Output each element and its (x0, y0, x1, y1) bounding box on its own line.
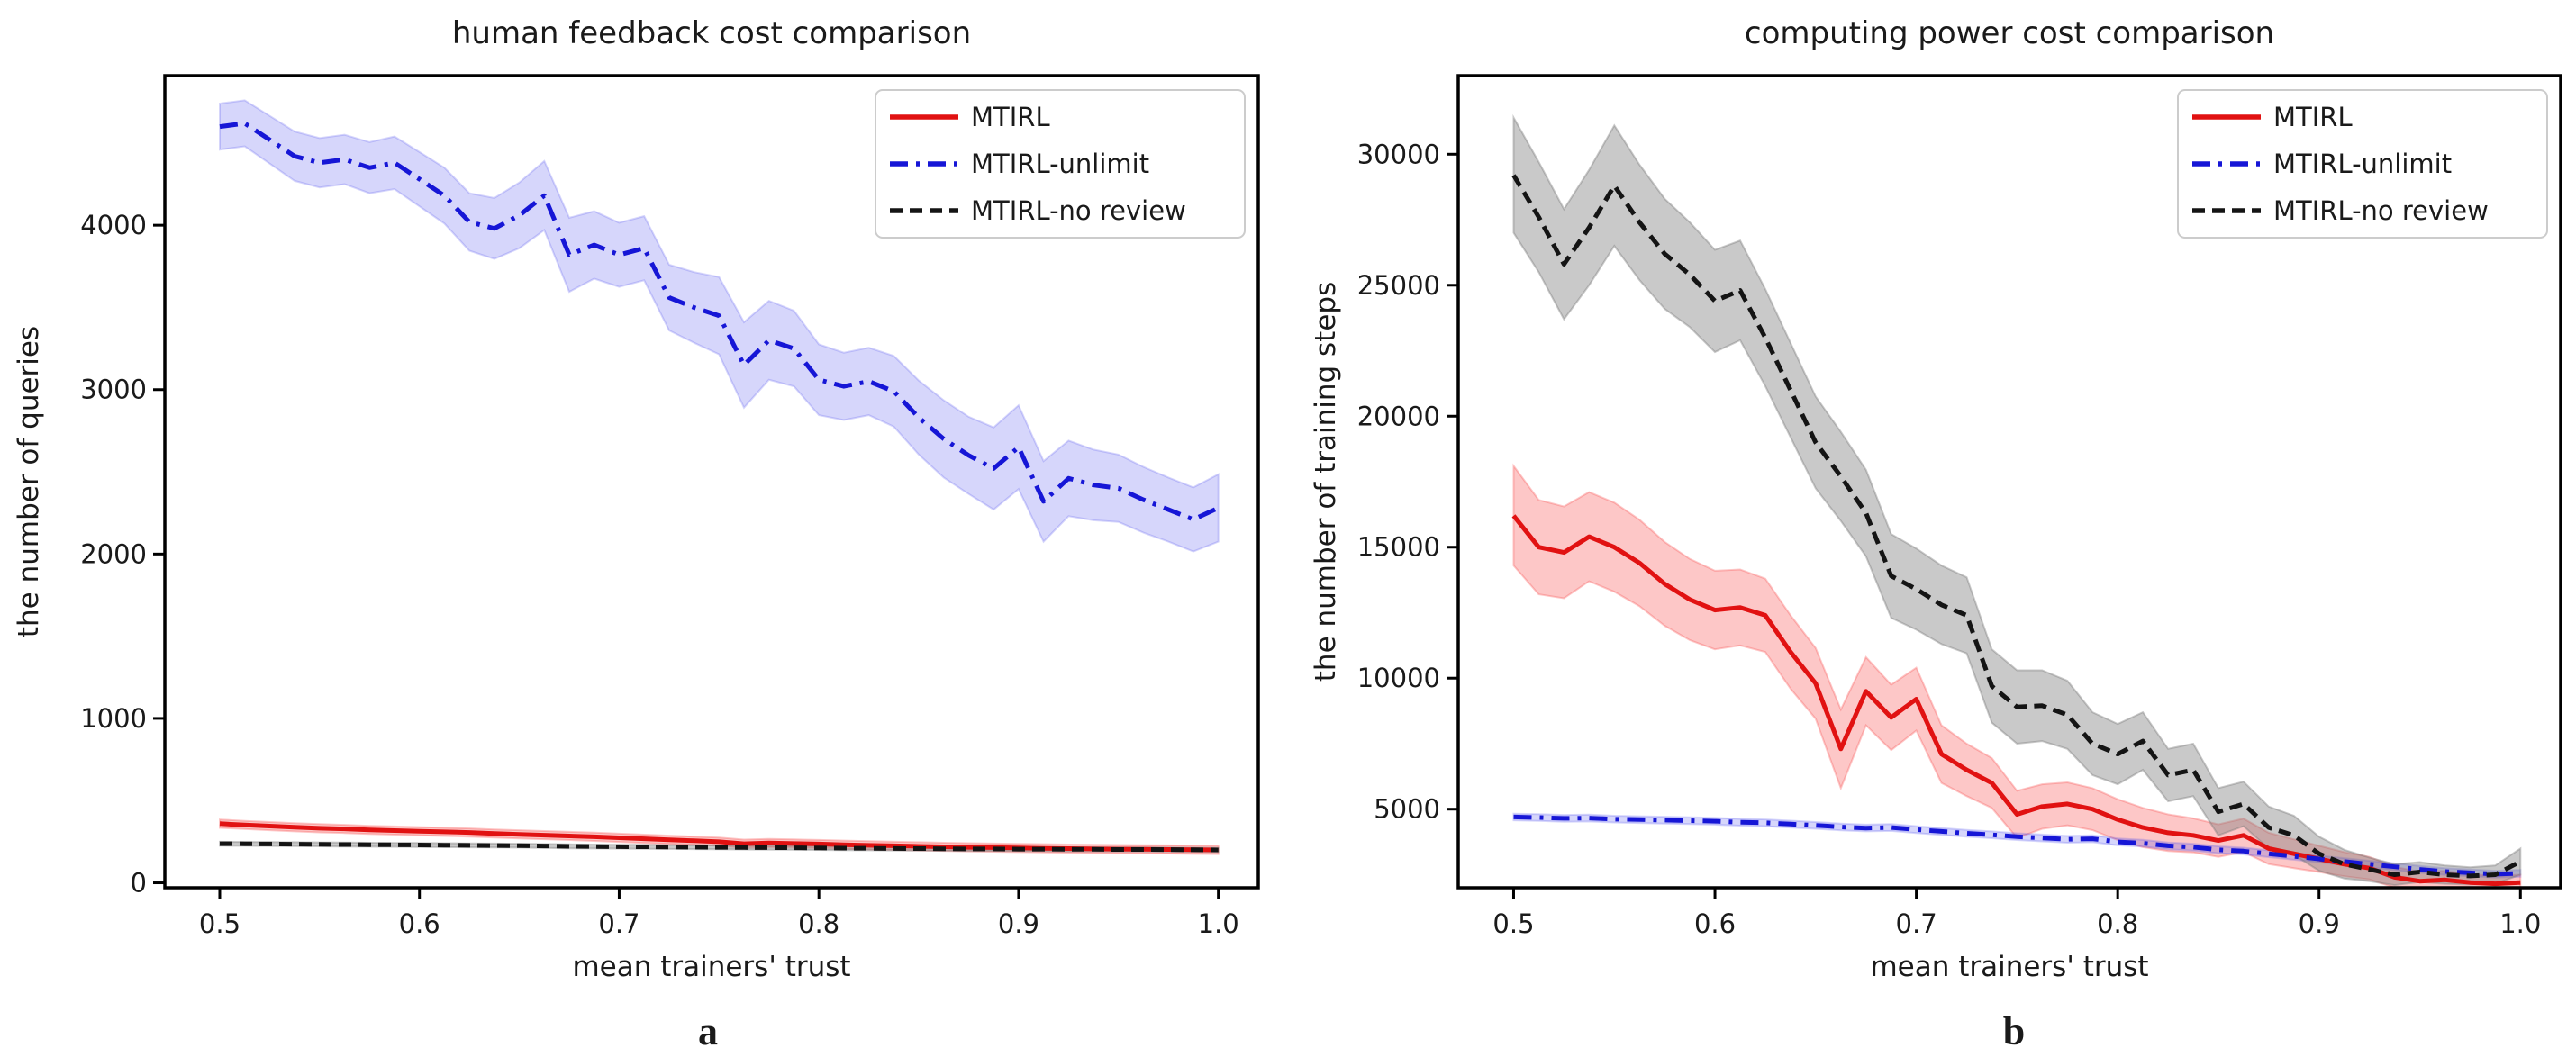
line-MTIRL-unlimit (1513, 814, 2521, 877)
panel-b-plot: 0.5 0.6 0.7 0.8 0.9 1.0 5000 10000 15000 20000 250… (1357, 74, 2562, 939)
legend-entry-label: MTIRL (2273, 102, 2353, 132)
legend-entry-label: MTIRL (971, 102, 1050, 132)
plot-area (219, 99, 1220, 855)
y-tick-label: 0 (131, 868, 147, 899)
band-MTIRL (1512, 463, 2522, 888)
panel-b-title: computing power cost comparison (1745, 15, 2274, 51)
x-tick-label: 0.5 (199, 908, 240, 939)
legend: MTIRL MTIRL-unlimit MTIRL-no review (2177, 89, 2548, 239)
band-MTIRL-unlimit (219, 99, 1220, 553)
legend-box (2177, 89, 2548, 239)
x-tick-label: 0.8 (2097, 908, 2138, 939)
x-tick-label: 0.6 (399, 908, 440, 939)
panel-a-plot: 0.5 0.6 0.7 0.8 0.9 1.0 0 1000 2000 3000 4000 MTIRL… (80, 74, 1260, 939)
legend-entry-label: MTIRL-no review (971, 195, 1186, 226)
plot-border (1456, 74, 2562, 890)
y-tick-label: 5000 (1374, 794, 1440, 825)
y-tick-label: 4000 (80, 210, 147, 240)
x-tick-label: 0.5 (1492, 908, 1534, 939)
y-tick-label: 30000 (1357, 139, 1440, 169)
y-tick-label: 15000 (1357, 532, 1440, 563)
panel-b-letter: b (2003, 1009, 2025, 1053)
x-tick-label: 0.7 (1896, 908, 1937, 939)
panel-b-yaxis-label: the number of training steps (1310, 282, 1342, 682)
line-MTIRL-no review (219, 841, 1219, 853)
legend-entry-label: MTIRL-unlimit (971, 149, 1149, 179)
legend-entry-label: MTIRL-no review (2273, 195, 2489, 226)
legend-entry-label: MTIRL-unlimit (2273, 149, 2452, 179)
panel-a-title: human feedback cost comparison (452, 15, 971, 51)
y-tick-label: 2000 (80, 538, 147, 569)
line-MTIRL-no review (1511, 174, 2522, 879)
x-tick-label: 0.9 (2299, 908, 2340, 939)
line-MTIRL-unlimit (219, 121, 1220, 522)
panel-b-xaxis-label: mean trainers' trust (1870, 951, 2148, 983)
plot-area (1511, 113, 2522, 888)
x-tick-label: 1.0 (1198, 908, 1239, 939)
y-tick-label: 3000 (80, 375, 147, 405)
panel-a-xaxis-label: mean trainers' trust (572, 951, 850, 983)
y-tick-label: 20000 (1357, 401, 1440, 431)
band-MTIRL-no review (1512, 113, 2522, 887)
x-tick-label: 0.9 (998, 908, 1039, 939)
panel-a-yaxis-label: the number of queries (13, 326, 45, 637)
plot-border (163, 74, 1260, 890)
y-tick-label: 25000 (1357, 270, 1440, 301)
legend-box (875, 89, 1246, 239)
y-tick-label: 10000 (1357, 663, 1440, 693)
panel-a-letter: a (698, 1009, 718, 1053)
x-tick-label: 0.7 (598, 908, 639, 939)
x-tick-label: 1.0 (2499, 908, 2541, 939)
line-MTIRL (219, 821, 1219, 853)
y-tick-label: 1000 (80, 703, 147, 734)
x-tick-label: 0.6 (1694, 908, 1736, 939)
x-tick-label: 0.8 (798, 908, 839, 939)
legend: MTIRL MTIRL-unlimit MTIRL-no review (875, 89, 1246, 239)
